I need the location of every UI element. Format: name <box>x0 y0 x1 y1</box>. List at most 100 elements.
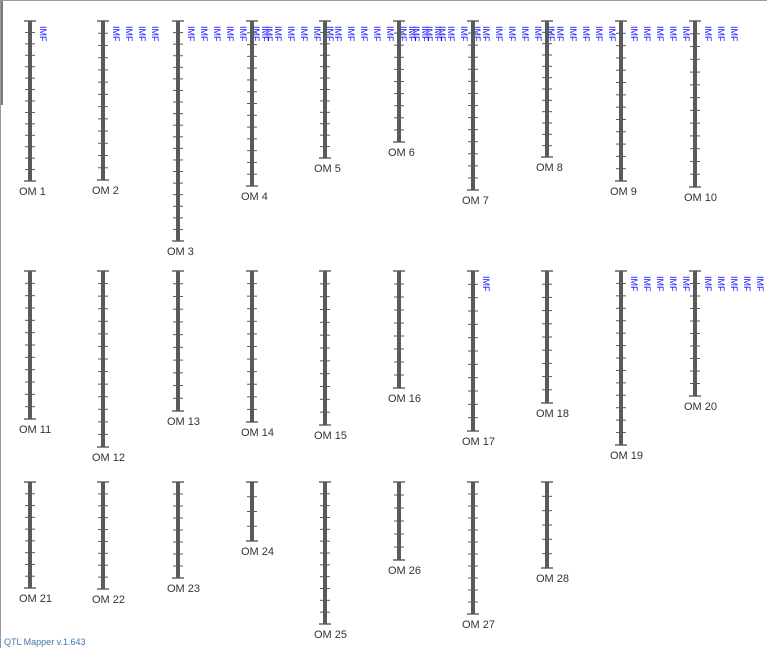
qtl-label: IMF <box>494 26 504 42</box>
qtl-label: IMF <box>260 26 270 42</box>
qtl-label: IMF <box>681 276 691 292</box>
qtl-label: IMF <box>481 26 491 42</box>
chromosome: OM 22 <box>92 481 125 606</box>
chromosome-label: OM 9 <box>610 186 637 198</box>
qtl-label: IMF <box>655 26 665 42</box>
qtl-label: IMF <box>372 26 382 42</box>
chromosome-bar <box>693 21 697 187</box>
chromosome-bar <box>176 21 180 241</box>
chromosome: OM 21 <box>19 481 52 605</box>
qtl-label: IMF <box>642 26 652 42</box>
chromosome: OM 13 <box>167 270 200 428</box>
chromosome: OM 24 <box>241 481 274 558</box>
qtl-label: IMF <box>411 26 421 42</box>
qtl-label: IMF <box>546 26 556 42</box>
chromosome: OM 26 <box>388 481 421 577</box>
qtl-label: IMF <box>729 276 739 292</box>
chromosome-label: OM 1 <box>19 186 46 198</box>
chromosome-label: OM 10 <box>684 192 717 204</box>
chromosome-label: OM 8 <box>536 162 563 174</box>
chromosome-label: OM 20 <box>684 401 717 413</box>
chromosome-label: OM 5 <box>314 163 341 175</box>
qtl-label: IMF <box>124 26 134 42</box>
chromosome-label: OM 15 <box>314 430 347 442</box>
chromosome-label: OM 16 <box>388 393 421 405</box>
qtl-label: IMF <box>264 26 274 42</box>
chromosome-label: OM 17 <box>462 436 495 448</box>
chromosome: OM 14 <box>241 270 274 439</box>
qtl-label: IMF <box>111 26 121 42</box>
qtl-label: IMF <box>655 276 665 292</box>
qtl-label: IMF <box>325 26 335 42</box>
chromosome-bar <box>28 482 32 588</box>
chromosome: OM 27 <box>462 481 495 631</box>
chromosome: OM 15 <box>314 270 347 442</box>
chromosome: OM 23 <box>167 481 200 595</box>
chromosome-label: OM 12 <box>92 452 125 464</box>
qtl-label: IMF <box>555 26 565 42</box>
qtl-label: IMF <box>407 26 417 42</box>
qtl-label: IMF <box>716 276 726 292</box>
chromosome-label: OM 22 <box>92 594 125 606</box>
qtl-label: IMF <box>629 276 639 292</box>
chromosome-bar <box>619 21 623 181</box>
qtl-label: IMF <box>716 26 726 42</box>
chromosome-label: OM 2 <box>92 185 119 197</box>
qtl-label: IMF <box>186 26 196 42</box>
qtl-label: IMF <box>212 26 222 42</box>
chromosome-label: OM 28 <box>536 573 569 585</box>
qtl-label: IMF <box>729 26 739 42</box>
qtl-label: IMF <box>446 26 456 42</box>
qtl-label: IMF <box>481 276 491 292</box>
qtl-label: IMF <box>273 26 283 42</box>
chromosome-bar <box>397 271 401 388</box>
qtl-label: IMF <box>299 26 309 42</box>
chromosome-label: OM 11 <box>19 424 51 436</box>
chromosome-label: OM 25 <box>314 629 347 641</box>
qtl-label: IMF <box>433 26 443 42</box>
qtl-label: IMF <box>150 26 160 42</box>
chromosome-label: OM 21 <box>19 593 52 605</box>
qtl-label: IMF <box>755 276 765 292</box>
chromosome: OM 16 <box>388 270 421 405</box>
chromosome-bar <box>101 482 105 589</box>
qtl-label: IMF <box>703 26 713 42</box>
qtl-label: IMF <box>333 26 343 42</box>
qtl-label: IMF <box>312 26 322 42</box>
window-edge-marker <box>1 1 3 105</box>
qtl-label: IMF <box>629 26 639 42</box>
qtl-label: IMF <box>251 26 261 42</box>
qtl-label: IMF <box>346 26 356 42</box>
chromosome-label: OM 4 <box>241 191 268 203</box>
chromosome-label: OM 14 <box>241 427 274 439</box>
qtl-label: IMF <box>703 276 713 292</box>
qtl-label: IMF <box>38 26 48 42</box>
chromosome-label: OM 19 <box>610 450 643 462</box>
qtl-label: IMF <box>420 26 430 42</box>
qtl-label: IMF <box>385 26 395 42</box>
chromosome: OM 17 IMF <box>462 270 495 448</box>
chromosome-label: OM 23 <box>167 583 200 595</box>
qtl-label: IMF <box>437 26 447 42</box>
qtl-label: IMF <box>507 26 517 42</box>
chromosome-label: OM 3 <box>167 246 194 258</box>
chromosome-bar <box>471 482 475 614</box>
chromosome-label: OM 26 <box>388 565 421 577</box>
chromosome-bar <box>176 271 180 411</box>
qtl-label: IMF <box>137 26 147 42</box>
chromosome-label: OM 13 <box>167 416 200 428</box>
qtl-label: IMF <box>594 26 604 42</box>
qtl-label: IMF <box>359 26 369 42</box>
qtl-label: IMF <box>742 276 752 292</box>
chromosome-label: OM 7 <box>462 195 489 207</box>
